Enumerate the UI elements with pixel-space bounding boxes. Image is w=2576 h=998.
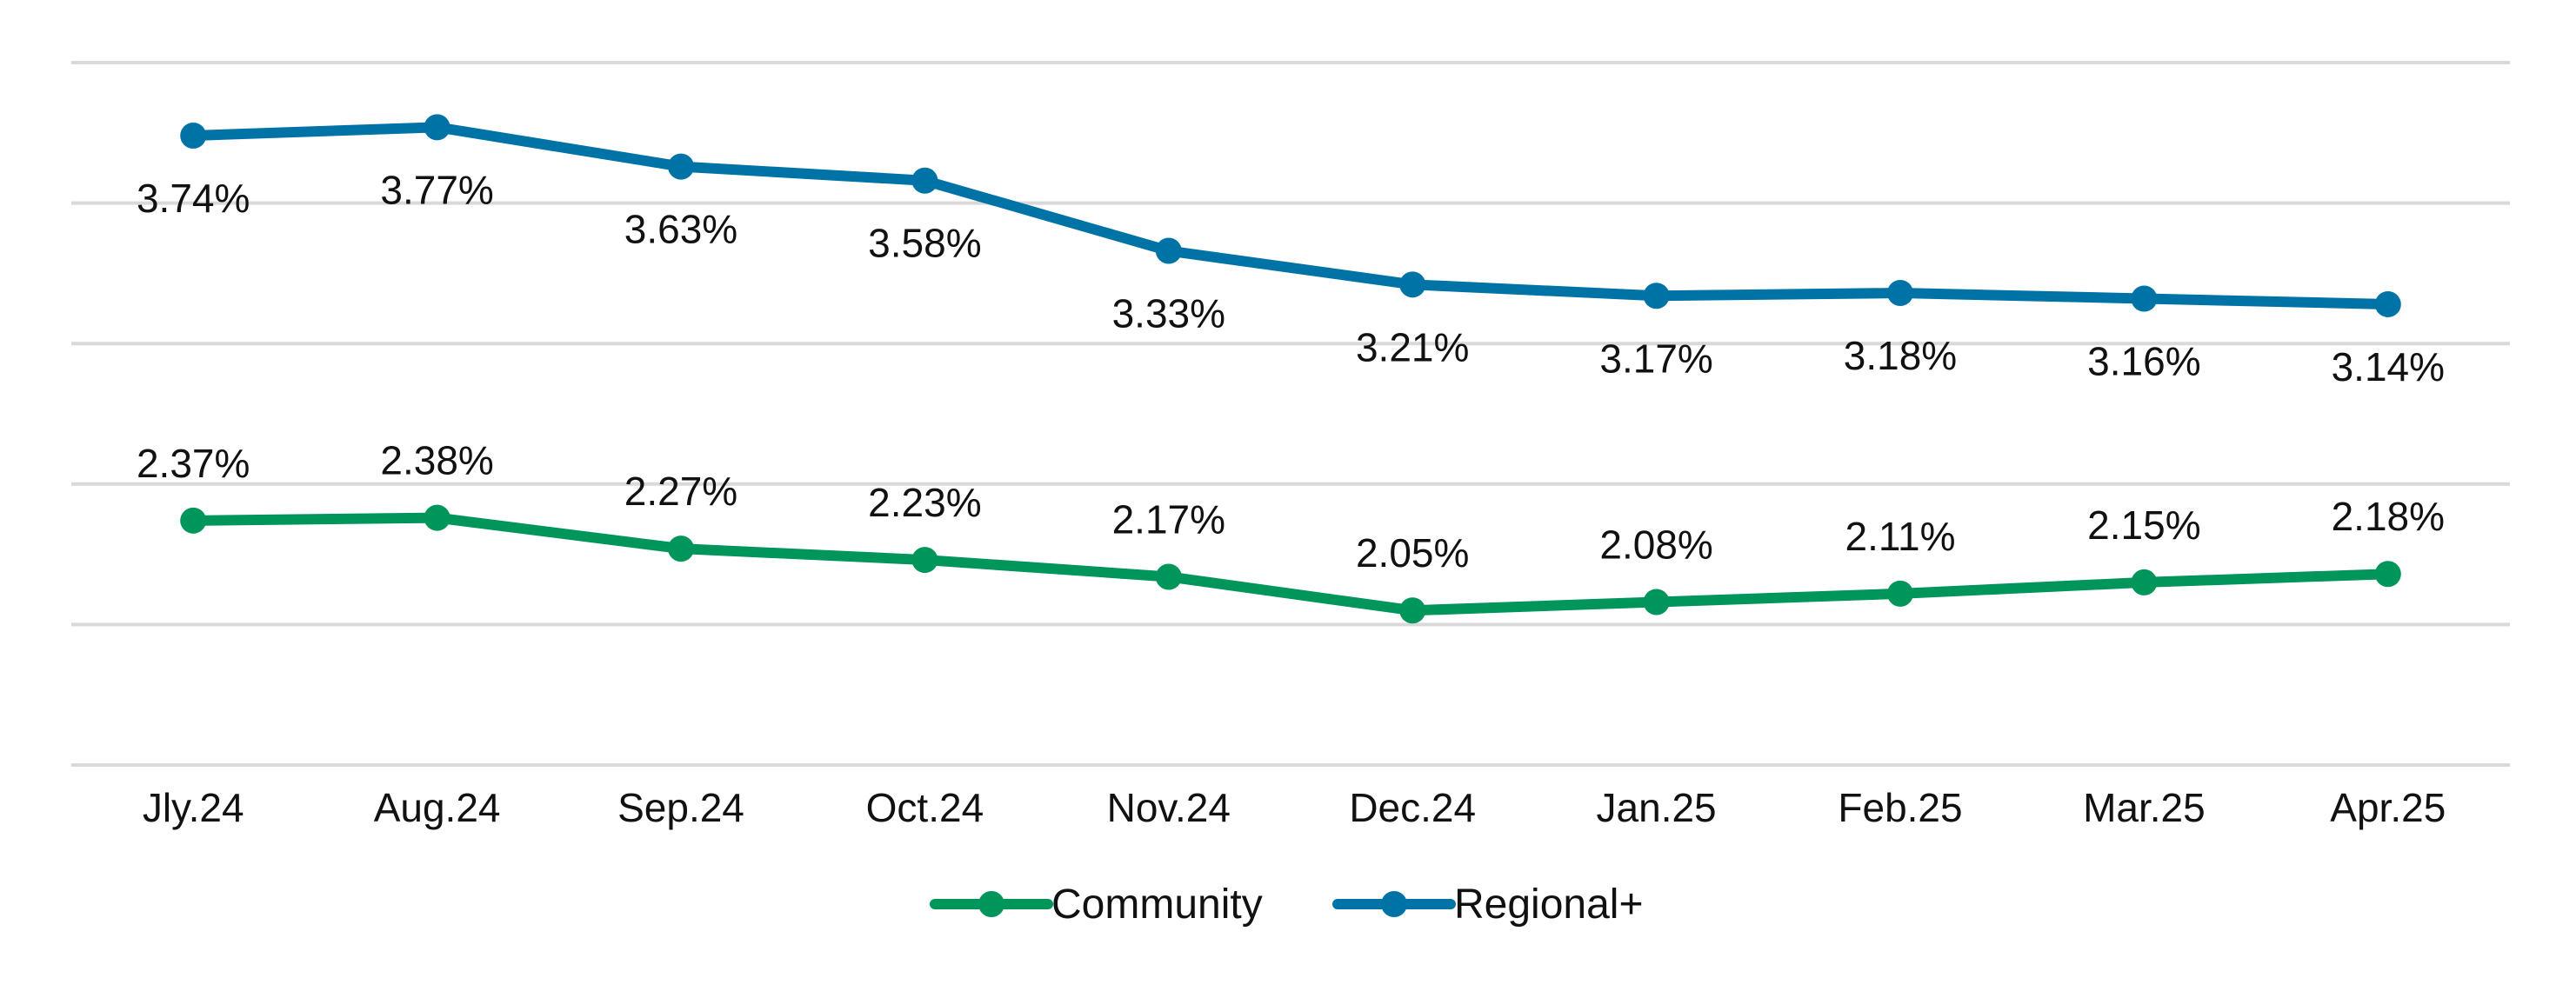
x-tick-label: Dec.24	[1349, 785, 1476, 830]
data-point	[911, 167, 938, 194]
data-point	[668, 536, 694, 562]
x-tick-label: Feb.25	[1838, 785, 1962, 830]
data-point	[424, 504, 450, 531]
data-label: 3.17%	[1599, 336, 1712, 381]
data-label: 3.14%	[2332, 344, 2445, 389]
data-point	[1643, 283, 1670, 309]
legend-label: Regional+	[1454, 882, 1644, 928]
series-line-community	[188, 512, 2393, 616]
series-line-regional	[188, 122, 2393, 309]
gridlines	[71, 61, 2510, 767]
data-point	[2131, 285, 2158, 312]
x-tick-label: Jly.24	[143, 785, 244, 830]
data-label: 2.05%	[1356, 530, 1469, 576]
data-label: 2.23%	[868, 480, 981, 525]
data-label: 2.27%	[624, 469, 737, 514]
data-label: 3.74%	[137, 176, 250, 221]
data-point	[180, 123, 207, 150]
data-point	[911, 547, 938, 574]
data-label: 2.17%	[1112, 496, 1225, 542]
x-tick-label: Aug.24	[374, 785, 501, 830]
data-label: 2.18%	[2332, 494, 2445, 539]
data-point	[1887, 580, 1913, 607]
x-tick-label: Jan.25	[1597, 785, 1717, 830]
x-axis-tick-labels: Jly.24 Aug.24 Sep.24 Oct.24 Nov.24 Dec.24 Jan.…	[143, 785, 2446, 830]
data-point	[2374, 290, 2401, 317]
legend-label: Community	[1051, 882, 1263, 928]
data-label: 3.58%	[868, 221, 981, 266]
legend: Community Regional+	[930, 882, 1644, 928]
data-label: 3.63%	[624, 207, 737, 252]
x-tick-label: Mar.25	[2083, 785, 2206, 830]
data-point	[668, 153, 694, 180]
data-point	[1155, 237, 1182, 264]
data-point	[2131, 569, 2158, 595]
data-label: 3.33%	[1112, 291, 1225, 336]
data-point	[2374, 561, 2401, 588]
legend-swatch-marker	[1381, 891, 1407, 917]
data-label: 2.08%	[1599, 522, 1712, 568]
data-label: 2.11%	[1845, 514, 1955, 559]
data-label: 2.37%	[137, 441, 250, 486]
data-label: 3.16%	[2087, 338, 2200, 383]
data-point	[1399, 271, 1426, 298]
data-point	[1399, 597, 1426, 624]
x-tick-label: Sep.24	[617, 785, 744, 830]
data-label: 3.18%	[1844, 333, 1957, 378]
legend-swatch-marker	[978, 891, 1004, 917]
data-labels: 2.37% 2.38% 2.27% 2.23% 2.17% 2.05% 2.08% 2.11%…	[137, 167, 2445, 576]
data-label: 3.77%	[380, 167, 493, 212]
data-point	[1155, 563, 1182, 590]
data-label: 3.21%	[1356, 324, 1469, 369]
data-point	[1643, 589, 1670, 615]
data-point	[180, 507, 207, 534]
data-label: 2.15%	[2087, 502, 2200, 548]
x-tick-label: Apr.25	[2330, 785, 2446, 830]
data-point	[1887, 280, 1913, 307]
x-tick-label: Nov.24	[1107, 785, 1231, 830]
x-tick-label: Oct.24	[866, 785, 984, 830]
data-label: 2.38%	[380, 438, 493, 483]
data-point	[424, 114, 450, 141]
series-lines	[180, 114, 2401, 624]
